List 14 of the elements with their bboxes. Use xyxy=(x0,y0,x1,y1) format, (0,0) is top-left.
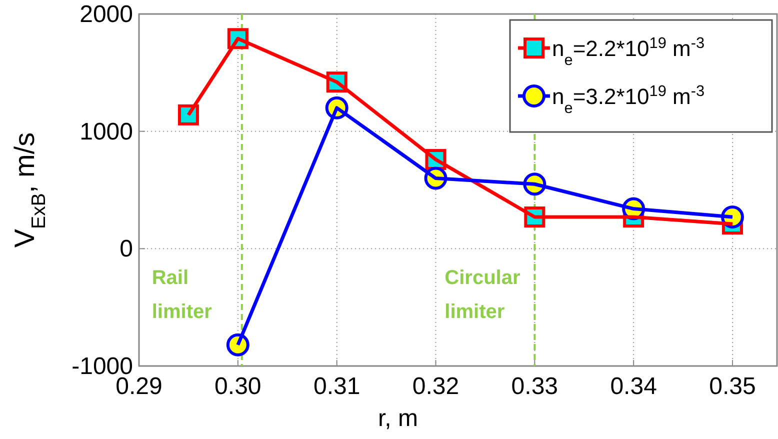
x-tick-label: 0.32 xyxy=(412,373,460,400)
y-tick-label: 2000 xyxy=(80,1,133,28)
x-tick-label: 0.35 xyxy=(709,373,756,400)
y-tick-label: 0 xyxy=(120,236,133,263)
x-tick-label: 0.33 xyxy=(511,373,558,400)
ref-line-label: Circular limiter xyxy=(444,266,520,323)
legend-label: n$_{e}$=2.2*10$^{19}$ m$^{-3}$ xyxy=(552,34,705,68)
legend-label: n$_{e}$=3.2*10$^{19}$ m$^{-3}$ xyxy=(552,82,705,116)
x-tick-label: 0.34 xyxy=(610,373,657,400)
y-tick-label: 1000 xyxy=(80,118,133,146)
x-axis-title: r, m xyxy=(378,405,418,432)
x-tick-label: 0.31 xyxy=(313,373,360,400)
ref-line-label: Rail limiter xyxy=(152,266,212,323)
x-tick-label: 0.30 xyxy=(214,373,262,400)
